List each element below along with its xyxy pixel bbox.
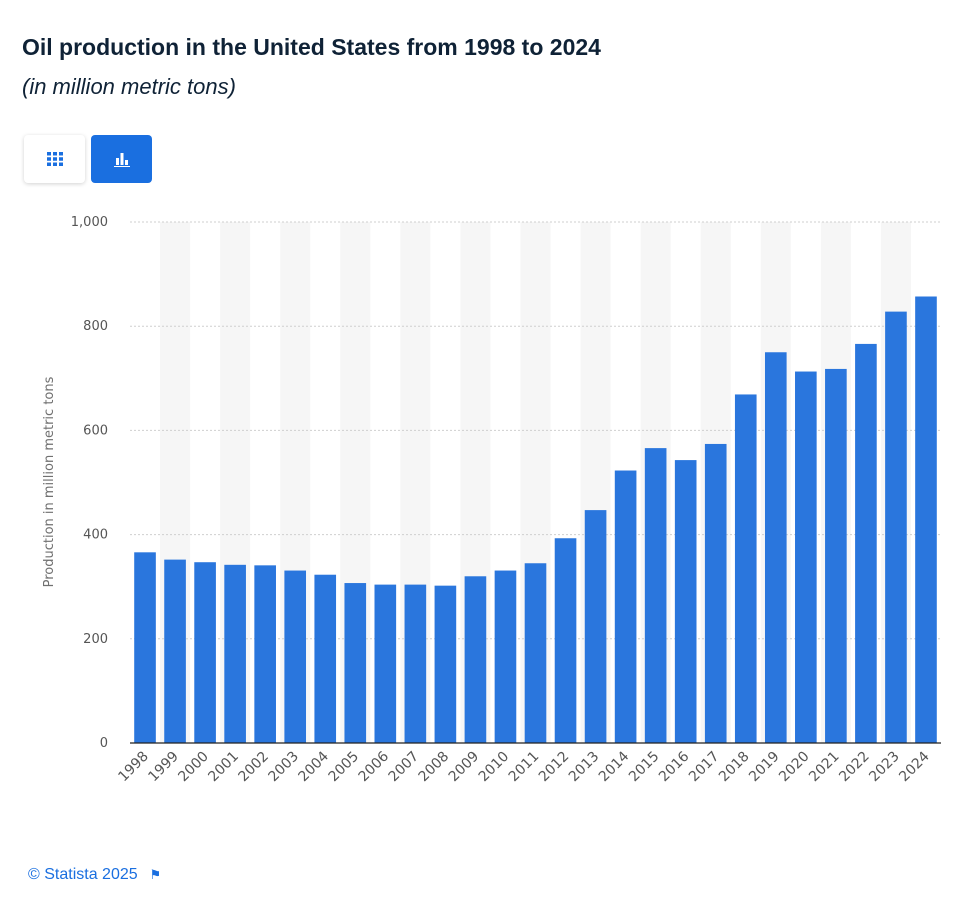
bar-2010[interactable]: [494, 570, 517, 743]
table-view-button[interactable]: [24, 135, 85, 183]
x-tick-label: 2006: [356, 748, 393, 785]
bar-1998[interactable]: [134, 552, 156, 743]
bar-2024[interactable]: [915, 296, 937, 743]
y-tick-label: 600: [83, 423, 108, 438]
chart-view-button[interactable]: [91, 135, 152, 183]
bar-2014[interactable]: [614, 470, 637, 743]
bar-2006[interactable]: [374, 584, 397, 743]
x-tick-label: 2023: [866, 749, 903, 786]
bar-2013[interactable]: [584, 510, 607, 743]
bar-2015[interactable]: [644, 448, 667, 743]
x-tick-label: 2024: [896, 748, 933, 785]
bar-1999[interactable]: [164, 559, 186, 743]
x-tick-label: 2020: [776, 749, 813, 786]
bar-2023[interactable]: [885, 311, 907, 743]
bar-2021[interactable]: [825, 368, 847, 743]
x-tick-label: 2014: [596, 748, 633, 785]
x-tick-label: 1998: [115, 749, 152, 786]
bar-2016[interactable]: [674, 460, 697, 743]
x-tick-label: 2002: [235, 749, 272, 786]
bar-2001[interactable]: [224, 564, 246, 743]
bar-2005[interactable]: [344, 583, 367, 743]
x-tick-label: 1999: [145, 749, 182, 786]
x-tick-label: 2008: [416, 749, 453, 786]
flag-icon[interactable]: ⚑: [149, 867, 162, 882]
x-tick-label: 2013: [566, 749, 603, 786]
bar-2007[interactable]: [404, 584, 427, 743]
x-tick-label: 2018: [716, 749, 753, 786]
page-subtitle: (in million metric tons): [22, 74, 236, 99]
y-axis-label: Production in million metric tons: [42, 376, 57, 587]
bar-2020[interactable]: [795, 371, 817, 743]
x-tick-label: 2003: [266, 749, 303, 786]
x-tick-label: 2011: [506, 749, 543, 786]
y-tick-label: 400: [83, 528, 108, 543]
y-tick-label: 1,000: [71, 215, 108, 230]
x-tick-label: 2005: [326, 749, 363, 786]
bar-2019[interactable]: [764, 352, 787, 743]
x-tick-label: 2019: [746, 749, 783, 786]
x-tick-label: 2000: [175, 749, 212, 786]
grid-icon: [46, 152, 63, 166]
x-tick-label: 2012: [536, 749, 573, 786]
copyright-link[interactable]: © Statista 2025: [28, 866, 138, 883]
y-tick-label: 200: [83, 632, 108, 647]
bar-chart-icon: [113, 153, 130, 167]
bar-2022[interactable]: [855, 343, 877, 743]
x-tick-label: 2010: [476, 749, 513, 786]
x-tick-label: 2009: [446, 749, 483, 786]
bar-2018[interactable]: [734, 394, 757, 743]
x-tick-label: 2017: [686, 749, 723, 786]
footer: © Statista 2025 ⚑: [28, 866, 161, 884]
y-tick-label: 800: [83, 319, 108, 334]
y-tick-label: 0: [100, 736, 108, 751]
x-tick-label: 2021: [806, 749, 843, 786]
x-tick-label: 2004: [296, 748, 333, 785]
bar-2004[interactable]: [314, 574, 337, 743]
bar-2003[interactable]: [284, 570, 307, 743]
bar-2011[interactable]: [524, 563, 547, 743]
bar-2002[interactable]: [254, 565, 276, 743]
bar-2000[interactable]: [194, 562, 216, 743]
x-tick-label: 2015: [626, 749, 663, 786]
bar-2008[interactable]: [434, 585, 457, 743]
page-title: Oil production in the United States from…: [22, 34, 601, 60]
x-tick-label: 2001: [205, 749, 242, 786]
bar-2012[interactable]: [554, 538, 577, 743]
x-tick-label: 2007: [386, 749, 423, 786]
x-tick-label: 2016: [656, 748, 693, 785]
bar-2009[interactable]: [464, 576, 487, 743]
x-tick-label: 2022: [836, 749, 873, 786]
bar-2017[interactable]: [704, 443, 727, 743]
